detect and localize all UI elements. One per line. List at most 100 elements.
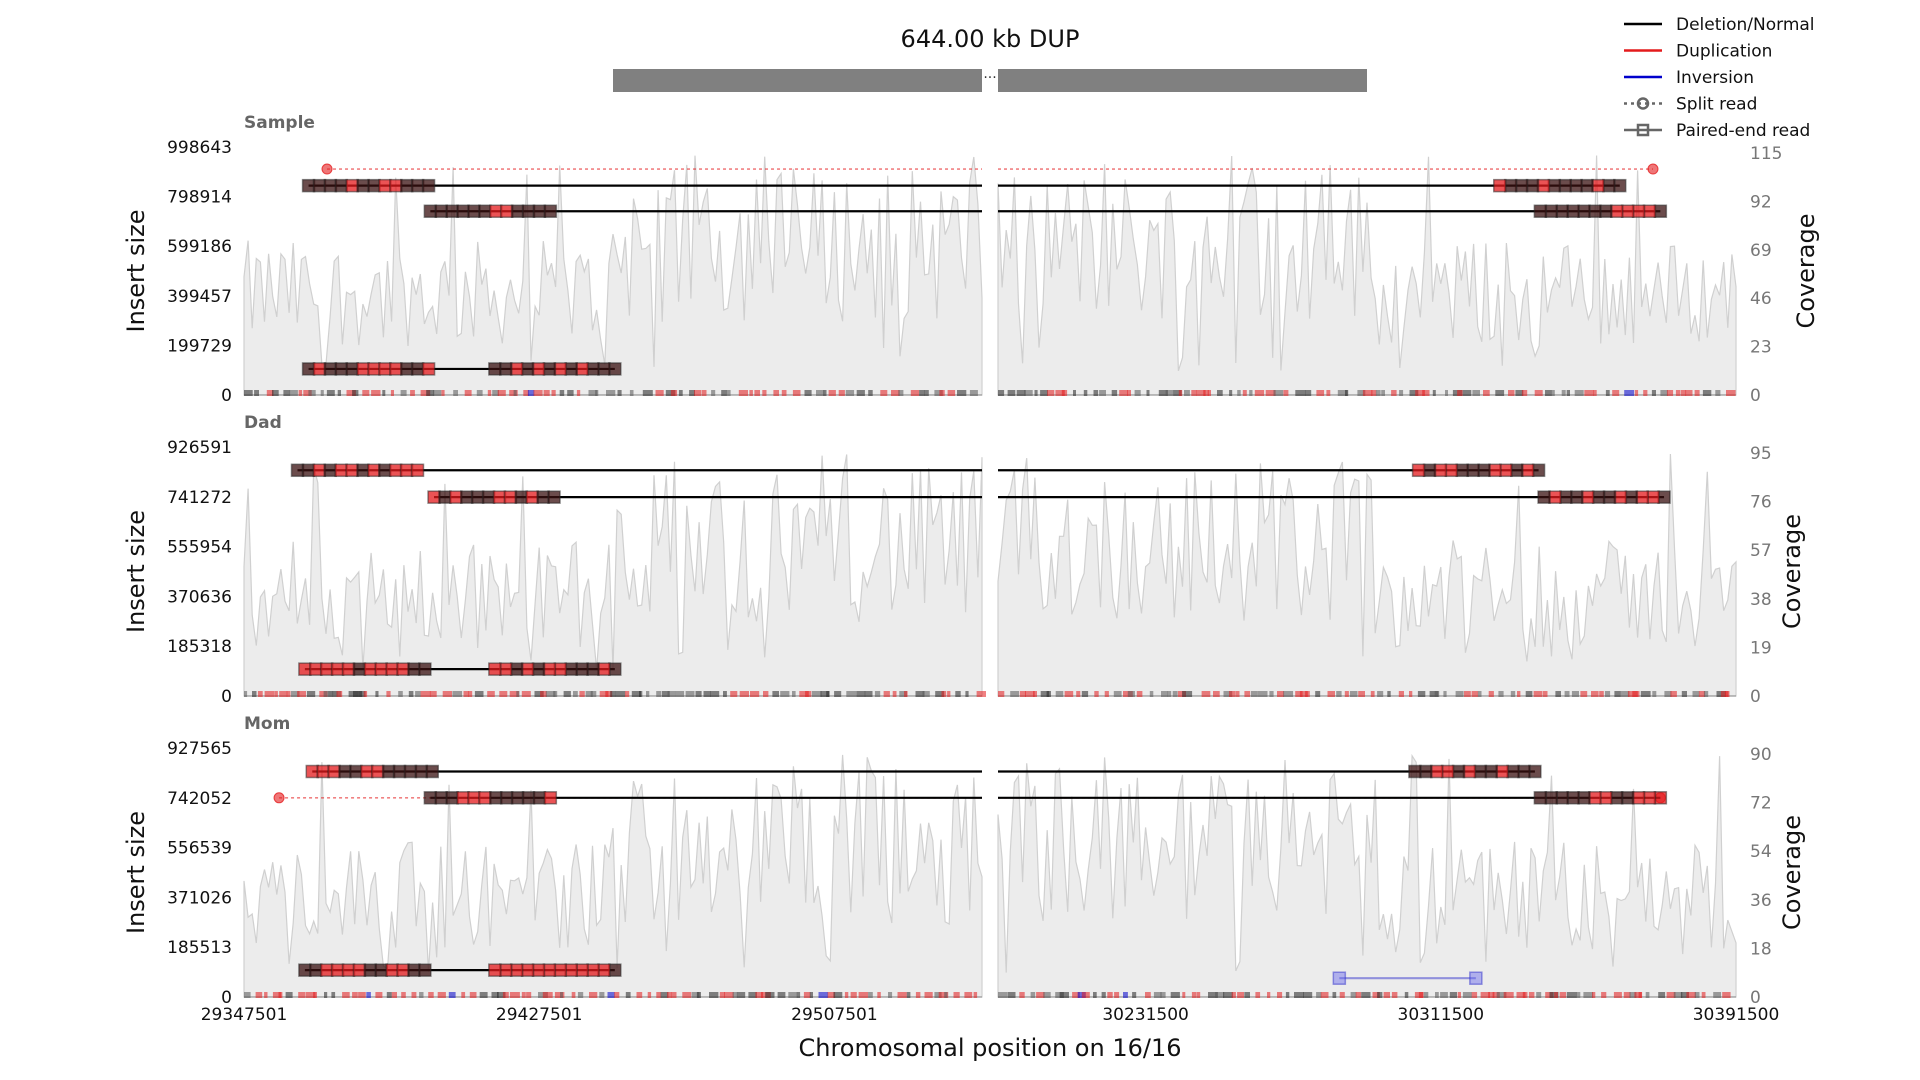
baseline-read-marker (1599, 691, 1604, 697)
baseline-read-marker (1303, 992, 1313, 998)
baseline-read-marker (320, 390, 324, 396)
y-tick-label: 555954 (167, 538, 232, 558)
baseline-read-marker (428, 992, 434, 998)
paired-end-read-marker (1533, 791, 1548, 805)
baseline-read-marker (599, 691, 609, 697)
baseline-read-marker (1660, 390, 1668, 396)
baseline-read-marker (469, 992, 477, 998)
baseline-read-marker (647, 992, 652, 998)
baseline-read-marker (590, 691, 597, 697)
baseline-read-marker (1167, 691, 1172, 697)
baseline-read-marker (1016, 390, 1026, 396)
baseline-read-marker (331, 992, 336, 998)
baseline-read-marker (1429, 691, 1439, 697)
baseline-read-marker (382, 390, 386, 396)
coverage-tick-label: 72 (1750, 794, 1772, 814)
baseline-read-marker (390, 390, 394, 396)
baseline-read-marker (420, 390, 431, 396)
coverage-tick-label: 0 (1750, 988, 1761, 1008)
baseline-read-marker (375, 691, 379, 697)
baseline-read-marker (502, 992, 509, 998)
baseline-read-marker (1391, 390, 1397, 396)
baseline-read-marker (892, 691, 897, 697)
baseline-read-marker (818, 992, 829, 998)
baseline-read-marker (922, 691, 930, 697)
coverage-axis-label: Coverage (1778, 514, 1806, 629)
baseline-read-marker (631, 691, 641, 697)
baseline-read-marker (1566, 992, 1577, 998)
baseline-read-marker (695, 691, 702, 697)
baseline-read-marker (670, 390, 678, 396)
baseline-read-marker (874, 691, 881, 697)
baseline-read-marker (286, 691, 291, 697)
baseline-read-marker (738, 390, 748, 396)
variant-region-bar (998, 69, 1367, 92)
baseline-read-marker (880, 390, 888, 396)
baseline-read-marker (617, 390, 622, 396)
baseline-read-marker (1375, 390, 1381, 396)
baseline-read-marker (1007, 992, 1016, 998)
baseline-read-marker (1158, 390, 1168, 396)
baseline-read-marker (1283, 390, 1289, 396)
baseline-read-marker (346, 390, 356, 396)
y-tick-label: 0 (221, 386, 232, 406)
baseline-read-marker (1703, 691, 1709, 697)
baseline-read-marker (1645, 992, 1650, 998)
baseline-read-marker (1127, 691, 1135, 697)
y-tick-label: 741272 (167, 488, 232, 508)
baseline-read-marker (1534, 390, 1543, 396)
baseline-read-marker (1462, 390, 1472, 396)
baseline-read-marker (1381, 390, 1385, 396)
coverage-tick-label: 0 (1750, 386, 1761, 406)
baseline-read-marker (573, 691, 578, 697)
legend-entry: Duplication (1624, 42, 1772, 62)
legend-paired-marker (1636, 123, 1650, 137)
baseline-read-marker (773, 390, 779, 396)
baseline-read-marker (433, 390, 442, 396)
baseline-read-marker (1670, 691, 1677, 697)
baseline-read-marker (336, 691, 343, 697)
baseline-read-marker (1350, 992, 1357, 998)
paired-end-read-marker (425, 764, 440, 779)
baseline-read-marker (391, 992, 397, 998)
baseline-read-marker (1244, 691, 1251, 697)
baseline-read-marker (1383, 992, 1390, 998)
baseline-read-marker (1320, 992, 1329, 998)
coverage-tick-label: 0 (1750, 687, 1761, 707)
baseline-read-marker (1043, 992, 1051, 998)
baseline-read-marker (1177, 691, 1186, 697)
baseline-read-marker (1694, 992, 1700, 998)
coverage-tick-label: 115 (1750, 144, 1782, 164)
x-tick-label: 29507501 (791, 1005, 878, 1025)
baseline-read-marker (589, 992, 598, 998)
coverage-area (997, 453, 1737, 697)
baseline-read-marker (1555, 691, 1561, 697)
baseline-read-marker (559, 390, 565, 396)
baseline-read-marker (540, 691, 547, 697)
x-tick-label: 29427501 (496, 1005, 583, 1025)
baseline-read-marker (1223, 691, 1233, 697)
baseline-read-marker (965, 691, 969, 697)
y-tick-label: 742052 (167, 789, 232, 809)
coverage-tick-label: 38 (1750, 590, 1772, 610)
baseline-read-marker (1715, 390, 1721, 396)
baseline-read-marker (1208, 992, 1218, 998)
baseline-read-marker (371, 390, 381, 396)
baseline-read-marker (567, 390, 574, 396)
baseline-read-marker (441, 390, 445, 396)
baseline-read-marker (272, 390, 279, 396)
baseline-read-marker (1076, 691, 1081, 697)
baseline-read-marker (1349, 691, 1358, 697)
baseline-read-marker (1010, 691, 1019, 697)
baseline-read-marker (1377, 691, 1384, 697)
baseline-read-marker (400, 390, 407, 396)
baseline-read-marker (353, 691, 363, 697)
baseline-read-marker (476, 390, 483, 396)
baseline-read-marker (1666, 992, 1676, 998)
baseline-read-marker (1658, 992, 1666, 998)
baseline-read-marker (845, 390, 855, 396)
baseline-read-marker (736, 992, 746, 998)
baseline-read-marker (1399, 390, 1404, 396)
baseline-read-marker (642, 390, 653, 396)
baseline-read-marker (1361, 992, 1371, 998)
